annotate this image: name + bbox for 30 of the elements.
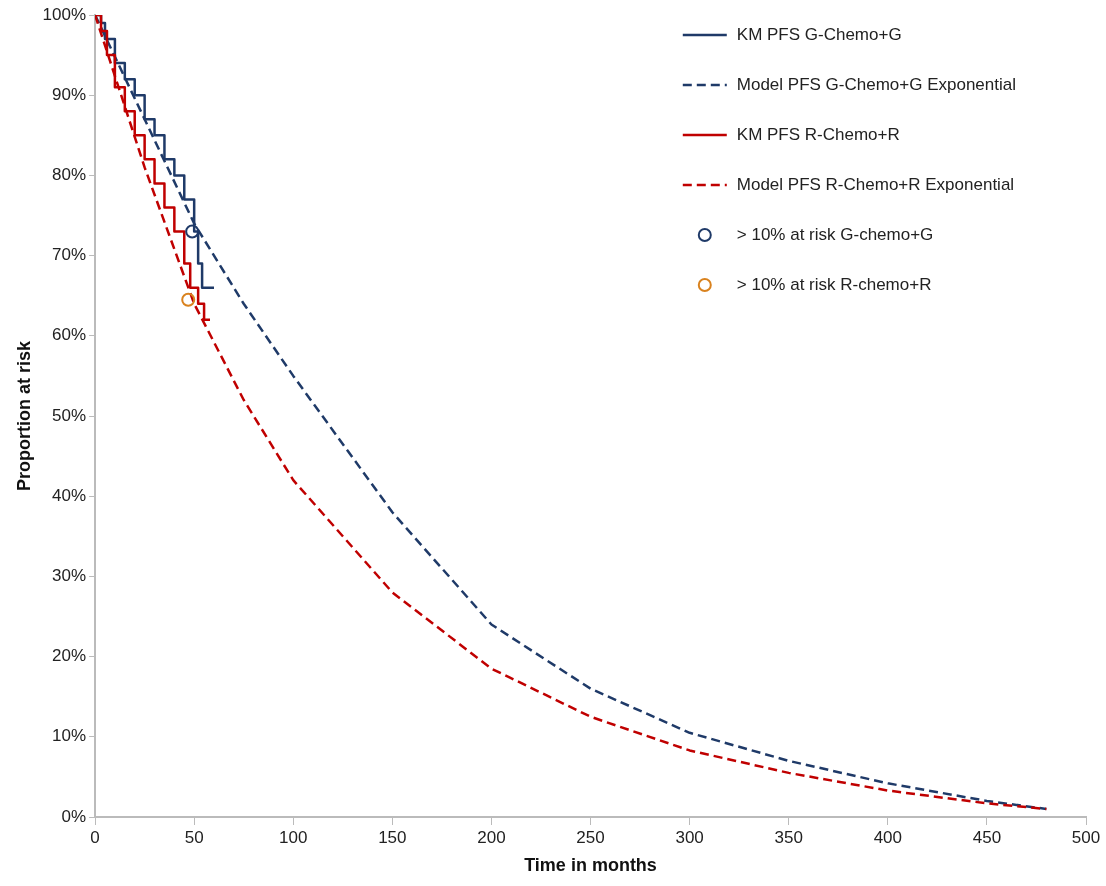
y-tick-label: 0% xyxy=(61,806,87,826)
y-tick-label: 50% xyxy=(52,405,87,425)
legend-label: KM PFS G-Chemo+G xyxy=(736,24,902,44)
x-tick-label: 50 xyxy=(184,827,204,847)
y-tick-label: 70% xyxy=(52,245,87,265)
y-tick-label: 10% xyxy=(52,726,87,746)
x-tick-label: 200 xyxy=(477,827,506,847)
y-tick-label: 40% xyxy=(52,485,87,505)
x-tick-label: 500 xyxy=(1071,827,1101,847)
legend-label: Model PFS R-Chemo+R Exponential xyxy=(736,174,1015,194)
y-tick-label: 100% xyxy=(42,4,87,24)
x-axis-title: Time in months xyxy=(524,855,657,876)
legend-label: Model PFS G-Chemo+G Exponential xyxy=(736,74,1017,94)
y-tick-label: 80% xyxy=(52,165,87,185)
x-tick-label: 150 xyxy=(378,827,407,847)
y-tick-label: 90% xyxy=(52,84,87,104)
x-tick-label: 300 xyxy=(675,827,704,847)
y-tick-label: 60% xyxy=(52,325,87,345)
y-tick-label: 30% xyxy=(52,566,87,586)
legend-label: > 10% at risk R-chemo+R xyxy=(736,274,932,294)
x-tick-label: 400 xyxy=(873,827,902,847)
legend-label: > 10% at risk G-chemo+G xyxy=(736,224,934,244)
x-tick-label: 450 xyxy=(972,827,1002,847)
x-tick-label: 250 xyxy=(576,827,605,847)
legend-label: KM PFS R-Chemo+R xyxy=(736,124,900,144)
x-tick-label: 0 xyxy=(90,827,100,847)
y-tick-label: 20% xyxy=(52,646,87,666)
x-tick-label: 350 xyxy=(774,827,803,847)
x-tick-label: 100 xyxy=(279,827,308,847)
y-axis-title: Proportion at risk xyxy=(13,340,34,492)
